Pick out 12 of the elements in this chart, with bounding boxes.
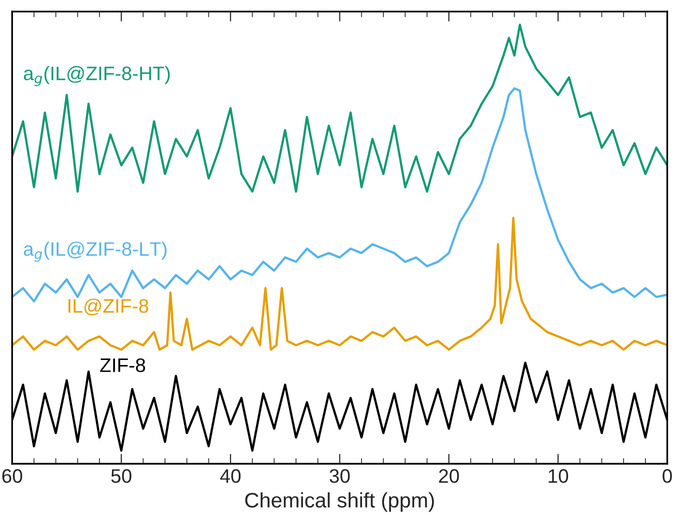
series-label: IL@ZIF-8	[68, 298, 148, 316]
x-tick-label: 20	[439, 469, 459, 483]
x-tick-label: 30	[330, 469, 350, 483]
x-tick-label: 0	[662, 469, 672, 483]
x-axis-title: Chemical shift (ppm)	[245, 492, 434, 512]
x-tick-label: 10	[548, 469, 568, 483]
x-tick-label: 50	[111, 469, 132, 483]
series-label: a$_{g}$(IL@ZIF-8-HT)	[24, 66, 170, 86]
series-label: ZIF-8	[100, 358, 146, 372]
series-label: a$_{g}$(IL@ZIF-8-LT)	[24, 242, 167, 262]
x-tick-label: 60	[2, 469, 22, 483]
x-tick-label: 40	[220, 469, 241, 483]
